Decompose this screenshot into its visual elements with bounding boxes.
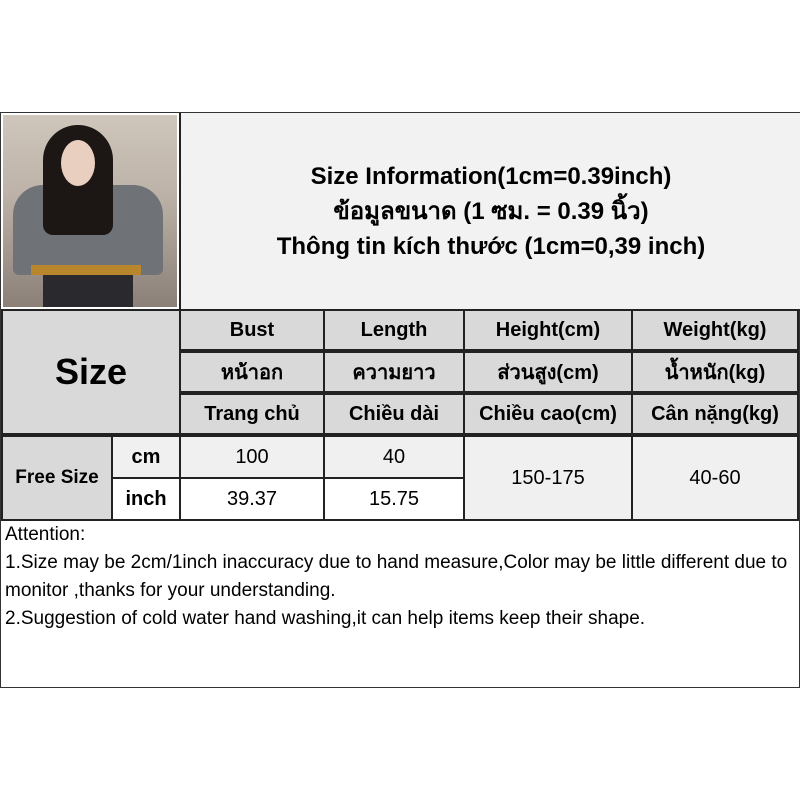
size-header: Size: [1, 309, 181, 435]
header-height-th: ส่วนสูง(cm): [463, 351, 633, 393]
header-weight-en: Weight(kg): [631, 309, 799, 351]
product-photo: [3, 115, 177, 307]
height-range: 150-175: [463, 435, 633, 521]
header-length-en: Length: [323, 309, 465, 351]
bust-inch: 39.37: [179, 477, 325, 521]
title-th: ข้อมูลขนาด (1 ซม. = 0.39 นิ้ว): [333, 197, 649, 225]
size-chart: Size Information(1cm=0.39inch) ข้อมูลขนา…: [0, 112, 800, 688]
header-length-th: ความยาว: [323, 351, 465, 393]
unit-inch: inch: [111, 477, 181, 521]
length-cm: 40: [323, 435, 465, 479]
header-bust-en: Bust: [179, 309, 325, 351]
header-bust-vi: Trang chủ: [179, 393, 325, 435]
attention-line-2: 2.Suggestion of cold water hand washing,…: [5, 608, 646, 629]
header-weight-th: น้ำหนัก(kg): [631, 351, 799, 393]
header-length-vi: Chiều dài: [323, 393, 465, 435]
attention-notes: Attention: 1.Size may be 2cm/1inch inacc…: [5, 521, 795, 633]
size-information-title: Size Information(1cm=0.39inch) ข้อมูลขนา…: [179, 113, 800, 311]
header-bust-th: หน้าอก: [179, 351, 325, 393]
header-height-en: Height(cm): [463, 309, 633, 351]
header-height-vi: Chiều cao(cm): [463, 393, 633, 435]
bust-cm: 100: [179, 435, 325, 479]
size-name: Free Size: [1, 435, 113, 521]
unit-cm: cm: [111, 435, 181, 479]
attention-heading: Attention:: [5, 524, 86, 545]
attention-line-1: 1.Size may be 2cm/1inch inaccuracy due t…: [5, 552, 788, 601]
header-weight-vi: Cân nặng(kg): [631, 393, 799, 435]
weight-range: 40-60: [631, 435, 799, 521]
title-en: Size Information(1cm=0.39inch): [310, 162, 672, 190]
title-vi: Thông tin kích thước (1cm=0,39 inch): [276, 232, 706, 260]
length-inch: 15.75: [323, 477, 465, 521]
